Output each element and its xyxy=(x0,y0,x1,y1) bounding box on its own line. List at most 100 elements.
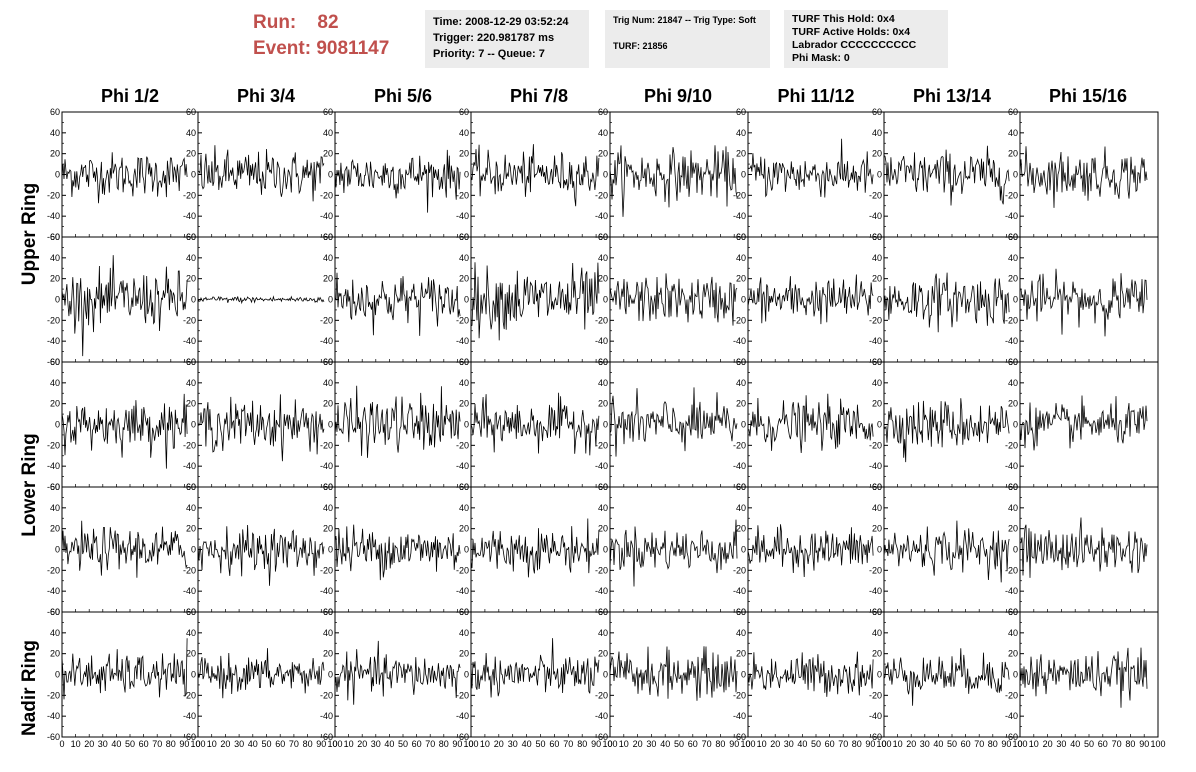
y-tick-label-r3c7: -20 xyxy=(869,440,882,450)
y-tick-label-r4c1: 60 xyxy=(50,482,60,492)
waveform-trace-r4c7 xyxy=(883,520,1010,583)
y-tick-label-r1c3: -40 xyxy=(320,211,333,221)
waveform-trace-r4c2 xyxy=(197,524,325,586)
y-tick-label-r5c6: 20 xyxy=(736,649,746,659)
panel-frame-r1c4 xyxy=(470,111,611,238)
x-tick-label-r5c1: 0 xyxy=(59,739,64,749)
x-tick-label-r5c1: 20 xyxy=(84,739,94,749)
y-tick-label-r1c3: 20 xyxy=(323,149,333,159)
x-tick-label-r5c7: 50 xyxy=(947,739,957,749)
turf-info-box: TURF This Hold: 0x4 TURF Active Holds: 0… xyxy=(784,10,948,68)
x-tick-label-r5c7: 60 xyxy=(961,739,971,749)
y-tick-label-r3c4: 0 xyxy=(464,420,469,430)
y-tick-label-r4c7: -40 xyxy=(869,586,882,596)
y-tick-label-r1c8: 60 xyxy=(1008,107,1018,117)
y-tick-label-r2c5: 40 xyxy=(598,253,608,263)
x-tick-label-r5c4: 0 xyxy=(468,739,473,749)
y-tick-label-r1c7: 60 xyxy=(872,107,882,117)
y-tick-label-r5c5: 0 xyxy=(603,670,608,680)
x-tick-label-r5c5: 60 xyxy=(688,739,698,749)
y-tick-label-r2c5: 0 xyxy=(603,295,608,305)
y-tick-label-r5c8: 60 xyxy=(1008,607,1018,617)
y-tick-label-r1c5: -20 xyxy=(595,190,608,200)
waveform-trace-r3c3 xyxy=(334,385,461,458)
y-tick-label-r5c5: -20 xyxy=(595,690,608,700)
run-value: 82 xyxy=(317,12,339,33)
y-tick-label-r5c8: 0 xyxy=(1013,670,1018,680)
y-tick-label-r1c1: 0 xyxy=(55,170,60,180)
x-tick-label-r5c8: 40 xyxy=(1070,739,1080,749)
y-tick-label-r1c1: 20 xyxy=(50,149,60,159)
y-tick-label-r1c5: -40 xyxy=(595,211,608,221)
y-tick-label-r1c7: -40 xyxy=(869,211,882,221)
waveform-trace-r1c3 xyxy=(334,149,461,213)
y-tick-label-r3c7: 40 xyxy=(872,378,882,388)
x-tick-label-r5c8: 60 xyxy=(1098,739,1108,749)
y-tick-label-r5c3: 60 xyxy=(323,607,333,617)
y-tick-label-r3c8: -40 xyxy=(1005,461,1018,471)
y-tick-label-r3c2: 60 xyxy=(186,357,196,367)
x-tick-label-r5c5: 20 xyxy=(633,739,643,749)
y-tick-label-r1c6: 60 xyxy=(736,107,746,117)
y-tick-label-r3c1: -40 xyxy=(47,461,60,471)
y-tick-label-r5c5: 60 xyxy=(598,607,608,617)
x-tick-label-r5c6: 20 xyxy=(770,739,780,749)
panel-frame-r2c3 xyxy=(334,236,472,363)
y-tick-label-r4c5: 60 xyxy=(598,482,608,492)
y-tick-label-r1c3: 0 xyxy=(328,170,333,180)
y-tick-label-r4c5: 40 xyxy=(598,503,608,513)
y-tick-label-r1c5: 40 xyxy=(598,128,608,138)
y-tick-label-r1c4: 20 xyxy=(459,149,469,159)
y-tick-label-r5c2: -60 xyxy=(183,732,196,742)
x-tick-label-r5c2: 0 xyxy=(195,739,200,749)
y-tick-label-r2c7: 20 xyxy=(872,274,882,284)
x-tick-label-r5c1: 10 xyxy=(71,739,81,749)
y-tick-label-r1c1: -20 xyxy=(47,190,60,200)
y-tick-label-r1c1: 60 xyxy=(50,107,60,117)
waveform-trace-r5c2 xyxy=(197,648,325,699)
y-tick-label-r1c5: 60 xyxy=(598,107,608,117)
y-tick-label-r2c4: 20 xyxy=(459,274,469,284)
x-tick-label-r5c1: 90 xyxy=(179,739,189,749)
x-tick-label-r5c8: 30 xyxy=(1056,739,1066,749)
y-tick-label-r4c8: 40 xyxy=(1008,503,1018,513)
y-tick-label-r3c6: 20 xyxy=(736,399,746,409)
y-tick-label-r1c8: -40 xyxy=(1005,211,1018,221)
x-tick-label-r5c4: 30 xyxy=(508,739,518,749)
y-tick-label-r4c4: 20 xyxy=(459,524,469,534)
y-tick-label-r1c2: -20 xyxy=(183,190,196,200)
y-tick-label-r5c7: 40 xyxy=(872,628,882,638)
waveform-trace-r1c1 xyxy=(61,152,188,204)
y-tick-label-r2c7: 0 xyxy=(877,295,882,305)
event-label: Event: xyxy=(253,38,312,59)
y-tick-label-r3c5: -40 xyxy=(595,461,608,471)
waveform-trace-r2c4 xyxy=(470,262,600,341)
y-tick-label-r1c3: -20 xyxy=(320,190,333,200)
panel-frame-r5c4 xyxy=(470,611,611,738)
y-tick-label-r3c5: 40 xyxy=(598,378,608,388)
y-tick-label-r1c7: 0 xyxy=(877,170,882,180)
y-tick-label-r1c4: 60 xyxy=(459,107,469,117)
y-tick-label-r4c4: 0 xyxy=(464,545,469,555)
y-tick-label-r4c1: -40 xyxy=(47,586,60,596)
y-tick-label-r1c3: 40 xyxy=(323,128,333,138)
y-tick-label-r4c5: 0 xyxy=(603,545,608,555)
x-tick-label-r5c5: 90 xyxy=(729,739,739,749)
phi-header-1: Phi 1/2 xyxy=(100,86,160,106)
y-tick-label-r2c2: -20 xyxy=(183,315,196,325)
x-tick-label-r5c2: 100 xyxy=(327,739,342,749)
x-tick-label-r5c4: 50 xyxy=(535,739,545,749)
y-tick-label-r2c4: -20 xyxy=(456,315,469,325)
y-tick-label-r2c3: -20 xyxy=(320,315,333,325)
y-tick-label-r1c4: 0 xyxy=(464,170,469,180)
y-tick-label-r2c1: -20 xyxy=(47,315,60,325)
y-tick-label-r2c2: 60 xyxy=(186,232,196,242)
x-tick-label-r5c5: 80 xyxy=(715,739,725,749)
y-tick-label-r5c5: 20 xyxy=(598,649,608,659)
x-tick-label-r5c4: 10 xyxy=(480,739,490,749)
y-tick-label-r4c5: -20 xyxy=(595,565,608,575)
waveform-trace-r3c4 xyxy=(470,392,600,456)
x-tick-label-r5c1: 50 xyxy=(125,739,135,749)
y-tick-label-r2c8: -20 xyxy=(1005,315,1018,325)
panel-frame-r2c7 xyxy=(883,236,1021,363)
